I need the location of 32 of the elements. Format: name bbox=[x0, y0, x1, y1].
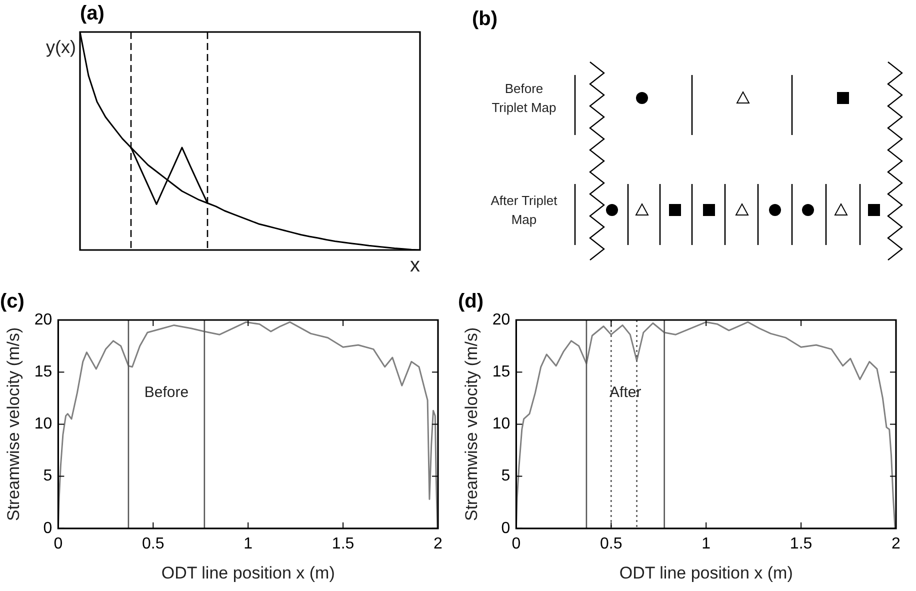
y-axis-title: Streamwise velocity (m/s) bbox=[4, 327, 23, 522]
chart-title: (d) bbox=[458, 290, 484, 313]
y-tick-label: 0 bbox=[501, 520, 510, 537]
x-axis-title: ODT line position x (m) bbox=[161, 563, 335, 582]
x-tick-label: 2 bbox=[892, 535, 901, 552]
chart-title: (c) bbox=[0, 290, 24, 313]
y-tick-label: 20 bbox=[34, 311, 52, 328]
x-tick-label: 1 bbox=[702, 535, 711, 552]
x-tick-label: 1 bbox=[244, 535, 253, 552]
y-tick-label: 20 bbox=[492, 311, 510, 328]
x-tick-label: 0.5 bbox=[142, 535, 164, 552]
x-tick-label: 1.5 bbox=[790, 535, 812, 552]
annotation: Before bbox=[144, 384, 189, 402]
y-tick-label: 5 bbox=[43, 468, 52, 485]
x-tick-label: 1.5 bbox=[332, 535, 354, 552]
x-axis-title: x bbox=[410, 254, 420, 277]
y-axis-title: y(x) bbox=[46, 36, 76, 57]
y-axis-title: Streamwise velocity (m/s) bbox=[462, 327, 481, 522]
x-tick-label: 0.5 bbox=[600, 535, 622, 552]
chart-title: (a) bbox=[80, 2, 104, 25]
y-tick-label: 0 bbox=[43, 520, 52, 537]
y-tick-label: 15 bbox=[492, 364, 510, 381]
annotation: After bbox=[610, 384, 642, 402]
y-tick-label: 15 bbox=[34, 364, 52, 381]
text: After Triplet Map bbox=[490, 192, 558, 229]
x-tick-label: 2 bbox=[434, 535, 443, 552]
y-tick-label: 10 bbox=[34, 416, 52, 433]
y-tick-label: 10 bbox=[492, 416, 510, 433]
y-tick-label: 5 bbox=[501, 468, 510, 485]
text: (b) bbox=[472, 8, 498, 31]
text: Before Triplet Map bbox=[490, 80, 558, 117]
x-axis-title: ODT line position x (m) bbox=[619, 563, 793, 582]
